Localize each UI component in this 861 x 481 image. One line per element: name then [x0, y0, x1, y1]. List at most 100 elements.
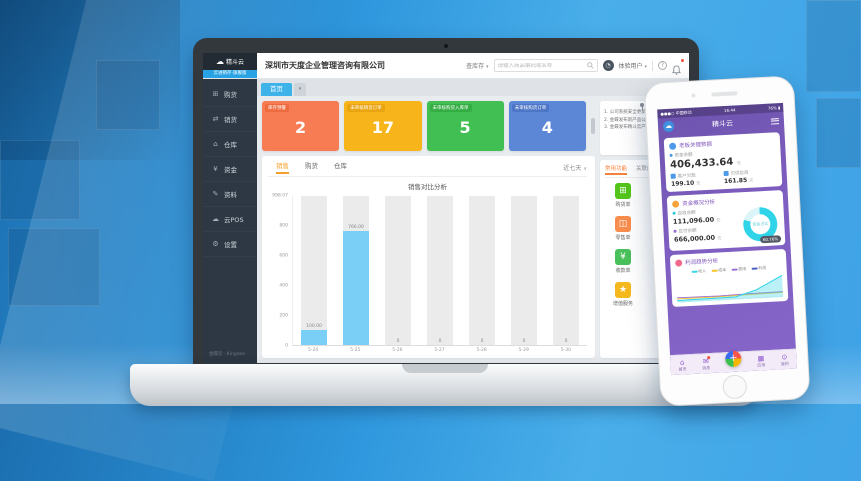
summary-card-label: 库存预警 [265, 104, 289, 112]
announcement-item[interactable]: 1. 公司系统安全更新通知 [604, 110, 655, 115]
quick-tabs: 常用功能 关联应用 [605, 164, 679, 178]
phone-screen: ●●●○ 中国移动 16:44 76% ▮ ☁ 精斗云 老板关键数据 资金余额 … [657, 102, 797, 376]
bullet-icon [672, 211, 676, 215]
summary-card-inventory-alert[interactable]: 库存预警 2 [262, 101, 340, 151]
summary-card-unaudited-purchase-orders[interactable]: 未审核购货订单 4 [508, 101, 586, 151]
sidebar-item-label: 资金 [224, 166, 237, 174]
quick-item-label: 收款单 [615, 268, 631, 274]
bar-track[interactable]: 0 [469, 196, 495, 345]
phone-card-title: 资金概况分析 [682, 199, 716, 208]
bar-fill [343, 230, 369, 345]
bar-value-label: 100.00 [306, 324, 322, 330]
bar-track[interactable]: 0 [553, 196, 579, 345]
notifications-button[interactable] [672, 58, 685, 75]
quick-item-purchase-order[interactable]: ⊞ 购货单 [605, 183, 641, 208]
donut-percentage-badge: 60.76% [759, 235, 782, 244]
legend-item: 收入 [691, 268, 706, 275]
y-axis: 998.07 800 600 400 200 0 [268, 194, 292, 349]
summary-card-unaudited-purchase-inbound[interactable]: 未审核购货入库单 5 [426, 101, 504, 151]
bar-column: 0 [545, 196, 587, 345]
quick-item-receipt-order[interactable]: ¥ 收款单 [605, 249, 641, 274]
search-box[interactable] [493, 59, 598, 72]
sidebar-item-warehouse[interactable]: ⌂ 仓库 [203, 132, 257, 157]
phone-card-profit-trend[interactable]: 利润趋势分析 收入 成本 费用 利润 [669, 248, 789, 307]
summary-card-value: 2 [295, 118, 307, 137]
chart-tab[interactable]: 仓库 [334, 162, 347, 170]
bar-value-label: 0 [396, 339, 400, 344]
summary-card-unaudited-sales-orders[interactable]: 未审核销货订单 17 [344, 101, 422, 151]
quick-item-value-added[interactable]: ★ 增值服务 [605, 282, 641, 307]
bar-track[interactable]: 0 [385, 196, 411, 345]
phone-card-title: 老板关键数据 [678, 141, 713, 150]
tab-dropdown-button[interactable]: ▾ [294, 83, 306, 96]
date-range-filter[interactable]: 近七天 ∨ [563, 164, 587, 172]
user-avatar[interactable]: ◔ [602, 60, 614, 71]
bullet-icon [669, 153, 673, 157]
bar-track[interactable]: 100.00 [301, 196, 327, 345]
laptop-base [130, 364, 760, 406]
user-menu[interactable]: 体验用户 ▾ [618, 63, 647, 70]
legend-color-dash [711, 269, 718, 272]
bar-track[interactable]: 766.00 [343, 196, 369, 345]
legend-color-dash [731, 268, 738, 271]
search-category-select[interactable]: 查库存 ▾ [466, 63, 489, 70]
search-icon[interactable] [586, 62, 594, 69]
x-axis-label: 5-27 [434, 348, 445, 353]
phone-content[interactable]: 老板关键数据 资金余额 406,433.64 元 客户欠款 199.10 元 欠… [659, 129, 796, 355]
bar-track[interactable]: 0 [427, 196, 453, 345]
x-axis-label: 5-26 [392, 348, 403, 353]
hamburger-menu-icon[interactable] [770, 117, 780, 125]
phone-home-button[interactable] [722, 374, 748, 400]
sidebar-item-purchase[interactable]: ⊞ 购货 [203, 82, 257, 107]
chart-title: 销售对比分析 [408, 183, 447, 191]
cloud-logo-icon[interactable]: ☁ [662, 120, 675, 133]
cart-icon: ⊞ [212, 90, 219, 98]
sidebar: ⊞ 购货 ⇄ 销货 ⌂ 仓库 ¥ 资金 ✎ 资料 ☁ 云POS ⚙ 设置 金蝶云 · Kingdee [203, 79, 257, 363]
scrollbar-thumb[interactable] [591, 118, 595, 134]
y-axis-tick: 400 [279, 283, 288, 289]
announcement-item[interactable]: 2. 金蝶发布新产品公告 [604, 117, 651, 123]
summary-card-label: 未审核购货订单 [511, 104, 550, 112]
summary-card-value: 4 [541, 118, 553, 137]
summary-card-label: 未审核购货入库单 [429, 104, 472, 112]
sidebar-item-sales[interactable]: ⇄ 销货 [203, 107, 257, 132]
sidebar-item-settings[interactable]: ⚙ 设置 [203, 232, 257, 257]
sidebar-item-data[interactable]: ✎ 资料 [203, 182, 257, 207]
chart-tab[interactable]: 销售 [276, 160, 289, 174]
notification-badge [680, 58, 685, 63]
app-logo[interactable]: ☁ 精斗云 云进销存·旗舰版 [203, 53, 257, 78]
pos-icon: ☁ [212, 215, 219, 223]
help-icon[interactable]: ? [658, 61, 667, 70]
phone-card-funds-overview[interactable]: 资金概况分析 应收余额 111,096.00 元 应付余额 666,000.00… [666, 190, 786, 252]
phone-tab-apps[interactable]: ▦ 应用 [757, 354, 766, 368]
trend-icon [675, 258, 683, 267]
bar-track[interactable]: 0 [511, 196, 537, 345]
sidebar-item-funds[interactable]: ¥ 资金 [203, 157, 257, 182]
bell-icon [672, 65, 681, 75]
background-crate [816, 98, 861, 168]
phone-speaker [711, 91, 738, 97]
cart-icon: ⊞ [615, 183, 631, 199]
carrier-label: ●●●○ 中国移动 [660, 109, 692, 116]
phone-tab-label: 消息 [701, 364, 711, 371]
tab-home[interactable]: 首页 [261, 83, 292, 96]
legend-color-dash [691, 270, 698, 273]
chart-tab[interactable]: 购货 [305, 162, 318, 170]
sidebar-item-label: 销货 [224, 116, 237, 124]
chevron-down-icon: ▾ [486, 64, 489, 70]
announcement-item[interactable]: 3. 金蝶发布精斗云产品 [604, 125, 651, 131]
quick-item-retail-order[interactable]: ◫ 零售单 [605, 216, 641, 241]
quick-item-label: 零售单 [615, 235, 631, 241]
mini-area-chart [677, 274, 784, 303]
sidebar-item-cloud-pos[interactable]: ☁ 云POS [203, 207, 257, 232]
tab-linked-apps[interactable]: 关联应用 [636, 166, 659, 172]
bar-fill [301, 330, 327, 345]
tab-common-functions[interactable]: 常用功能 [605, 164, 628, 175]
phone-tab-mine[interactable]: ⊙ 我的 [780, 352, 789, 366]
search-input[interactable] [497, 62, 587, 69]
phone-tab-home[interactable]: ⌂ 首页 [678, 358, 687, 372]
phone-tab-add[interactable]: + [724, 349, 742, 367]
phone-tab-messages[interactable]: ✉ 消息 [702, 357, 711, 371]
gear-icon: ⚙ [212, 240, 219, 248]
phone-card-key-data[interactable]: 老板关键数据 资金余额 406,433.64 元 客户欠款 199.10 元 欠… [663, 132, 783, 193]
